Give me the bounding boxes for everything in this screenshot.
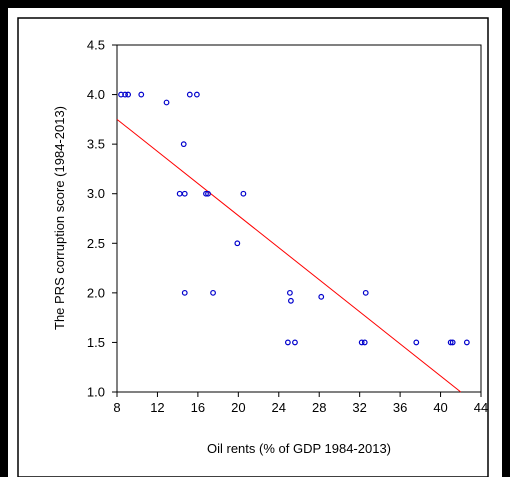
data-point xyxy=(240,190,247,197)
data-point xyxy=(138,91,145,98)
x-tick-label: 12 xyxy=(150,400,164,415)
y-tick-label: 1.0 xyxy=(87,385,105,400)
data-point xyxy=(449,339,456,346)
data-point xyxy=(358,339,365,346)
data-point xyxy=(413,339,420,346)
data-point xyxy=(176,190,183,197)
data-point xyxy=(180,141,187,148)
plot-area xyxy=(116,44,482,393)
data-point xyxy=(287,289,293,296)
scatter-points xyxy=(118,91,470,346)
y-tick-label: 2.5 xyxy=(87,236,105,251)
x-axis: 8 12 16 20 24 28 32 36 40 44 xyxy=(113,392,488,415)
data-point xyxy=(210,289,216,296)
y-tick-label: 3.5 xyxy=(87,137,105,152)
data-point xyxy=(463,339,470,346)
x-tick-label: 40 xyxy=(433,400,447,415)
y-tick-label: 4.5 xyxy=(87,38,105,53)
frame-top-bar xyxy=(0,0,510,8)
x-axis-title: Oil rents (% of GDP 1984-2013) xyxy=(207,441,391,456)
data-point xyxy=(447,339,454,346)
data-point xyxy=(205,190,211,197)
data-point xyxy=(186,91,193,98)
data-point xyxy=(203,190,209,197)
data-point xyxy=(234,240,241,247)
x-tick-label: 44 xyxy=(474,400,488,415)
y-tick-label: 3.0 xyxy=(87,186,105,201)
frame-left-bar xyxy=(0,0,8,477)
x-tick-label: 20 xyxy=(231,400,245,415)
data-point xyxy=(362,289,369,296)
x-tick-label: 16 xyxy=(191,400,205,415)
data-point xyxy=(125,91,132,98)
x-tick-label: 24 xyxy=(272,400,286,415)
x-tick-label: 28 xyxy=(312,400,326,415)
data-point xyxy=(284,339,291,346)
y-tick-label: 1.5 xyxy=(87,335,105,350)
x-tick-label: 32 xyxy=(352,400,366,415)
data-point xyxy=(181,289,188,296)
fit-line xyxy=(116,118,462,393)
data-point xyxy=(181,190,188,197)
y-axis-title: The PRS corruption score (1984-2013) xyxy=(52,106,67,330)
data-point xyxy=(193,91,200,98)
frame-right-bar xyxy=(502,8,510,477)
inner-frame xyxy=(17,17,489,477)
y-axis: 1.0 1.5 2.0 2.5 3.0 3.5 4.0 4.5 xyxy=(87,38,117,400)
x-tick-label: 8 xyxy=(113,400,120,415)
x-tick-label: 36 xyxy=(393,400,407,415)
data-point xyxy=(318,293,325,300)
data-point xyxy=(163,99,170,106)
data-point xyxy=(288,297,294,304)
data-point xyxy=(292,339,298,346)
data-point xyxy=(122,91,128,98)
y-tick-label: 2.0 xyxy=(87,285,105,300)
y-tick-label: 4.0 xyxy=(87,87,105,102)
data-point xyxy=(361,339,368,346)
